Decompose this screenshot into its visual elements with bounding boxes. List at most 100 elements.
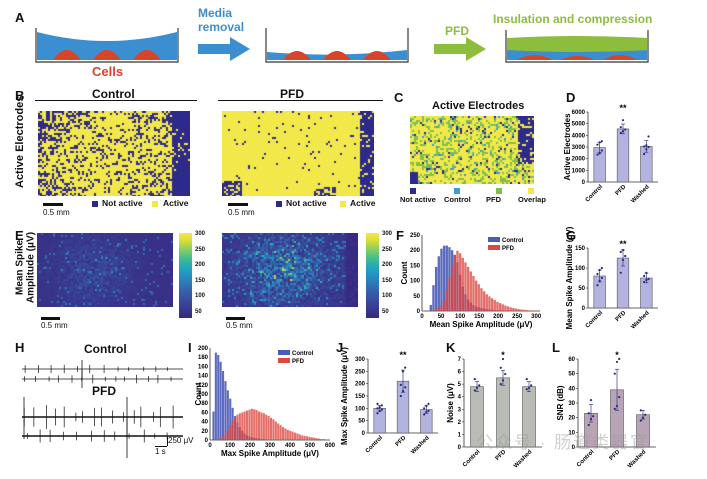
histogram-bar-control <box>432 285 435 311</box>
colorbar-control <box>179 233 192 318</box>
legend-label-active: Active <box>163 198 189 208</box>
y-tick-label: 0 <box>582 306 586 312</box>
histogram-bar-pfd <box>262 413 265 440</box>
histogram-bar-pfd <box>469 271 472 311</box>
data-point <box>499 383 502 386</box>
y-axis-label: Mean Spike Amplitude (μV) <box>565 226 574 329</box>
data-point <box>525 378 528 381</box>
data-point <box>425 404 428 407</box>
scale-bar <box>43 203 63 206</box>
histogram-bar-pfd <box>250 408 253 440</box>
histogram-bar-pfd <box>294 432 297 440</box>
insulation-compression-label: Insulation and compression <box>493 12 653 26</box>
data-point <box>399 394 402 398</box>
watermark: 公众号 · 肠道类器官 <box>476 433 650 452</box>
y-tick-label: 3 <box>458 407 462 413</box>
data-point <box>587 412 590 415</box>
colorbar-tick-label: 300 <box>195 231 206 237</box>
media-removal-label-2: removal <box>198 20 245 34</box>
x-tick-label: PFD <box>615 184 628 197</box>
histogram-bar-pfd <box>248 409 251 440</box>
colorbar-tick-label: 250 <box>382 246 393 253</box>
data-point <box>644 413 647 416</box>
data-point <box>473 378 476 381</box>
histogram-bar-pfd <box>453 256 456 311</box>
scale-bar-label: 0.5 mm <box>228 208 255 217</box>
histogram-bar-pfd <box>514 308 518 311</box>
histogram-bar-pfd <box>296 433 299 440</box>
histogram-bar-pfd <box>308 436 311 440</box>
y-tick-label: 3000 <box>572 145 586 151</box>
x-tick-label: 200 <box>245 443 256 449</box>
traces-pfd-title: PFD <box>92 384 116 398</box>
x-tick-label: 200 <box>493 314 504 320</box>
histogram-bar-pfd <box>432 310 435 311</box>
histogram-bar-pfd <box>458 253 462 311</box>
x-tick-label: 250 <box>512 314 523 320</box>
colorbar-tick-label: 200 <box>195 262 206 269</box>
histogram-bar-pfd <box>490 298 494 311</box>
y-tick-label: 0 <box>458 445 462 451</box>
x-tick-label: 300 <box>265 443 276 449</box>
panel-label-f: F <box>396 228 404 243</box>
histogram-bar-pfd <box>456 250 459 311</box>
histogram-bar-control <box>437 256 440 311</box>
histogram-bar-control <box>217 354 220 440</box>
y-tick-label: 60 <box>568 357 575 363</box>
pfd-arrow-label: PFD <box>445 24 469 38</box>
x-tick-label: 0 <box>420 314 424 320</box>
colorbar-tick-label: 150 <box>382 277 393 284</box>
y-axis-label: Count <box>400 261 409 284</box>
colorbar-tick-label: 100 <box>195 293 206 300</box>
legend-label-not-active: Not active <box>102 198 143 208</box>
y-tick-label: 150 <box>410 263 421 269</box>
overlap-legend: Not active Control PFD Overlap <box>400 188 548 208</box>
mean-spike-row-label-2: Amplitude (μV) <box>25 231 37 304</box>
scale-bar <box>228 203 248 206</box>
histogram-bar-pfd <box>528 310 531 311</box>
legend-swatch-pfd <box>496 188 502 194</box>
y-tick-label: 1000 <box>572 168 586 174</box>
x-tick-label: Washed <box>630 184 651 205</box>
data-point <box>499 366 502 369</box>
histogram-bar-pfd <box>238 413 241 440</box>
histogram-bar-pfd <box>272 419 275 440</box>
legend-swatch-overlap <box>528 188 534 194</box>
legend-label-overlap: Overlap <box>518 195 546 204</box>
histogram-bar-pfd <box>448 277 451 311</box>
histogram-bar-pfd <box>506 306 510 311</box>
legend-swatch-control <box>488 237 500 242</box>
histogram-bar-pfd <box>255 410 258 440</box>
data-point <box>600 266 603 270</box>
data-point <box>378 409 381 412</box>
y-tick-label: 10 <box>568 430 575 436</box>
control-title-rule <box>35 100 197 101</box>
data-point <box>600 140 603 143</box>
y-tick-label: 100 <box>575 266 586 272</box>
colorbar-tick-label: 50 <box>195 309 202 315</box>
histogram-bar-control <box>434 266 438 311</box>
y-tick-label: 40 <box>568 386 575 392</box>
histogram-bar-control <box>214 352 217 440</box>
y-axis-label: Active Electrodes <box>563 113 572 181</box>
y-tick-label: 100 <box>198 392 209 398</box>
dish-with-pfd <box>505 30 649 63</box>
histogram-bar-pfd <box>498 303 502 311</box>
data-point <box>643 145 646 148</box>
x-tick-label: 500 <box>305 443 316 449</box>
data-point <box>589 398 593 402</box>
colorbar-tick-label: 150 <box>195 277 206 284</box>
y-tick-label: 120 <box>198 383 209 389</box>
data-point <box>647 278 650 281</box>
y-tick-label: 0 <box>362 431 366 437</box>
histogram-bar-pfd <box>306 436 309 440</box>
y-tick-label: 20 <box>568 416 575 422</box>
histogram-bar-pfd <box>517 309 520 311</box>
colorbar-tick-label: 50 <box>382 309 389 315</box>
panel-label-c: C <box>394 90 404 105</box>
control-active-electrode-map <box>38 111 190 196</box>
histogram-bar-control <box>219 361 222 440</box>
histogram-bar-pfd <box>322 439 325 440</box>
data-point <box>619 126 622 129</box>
x-axis-label: Max Spike Amplitude (μV) <box>221 449 319 458</box>
